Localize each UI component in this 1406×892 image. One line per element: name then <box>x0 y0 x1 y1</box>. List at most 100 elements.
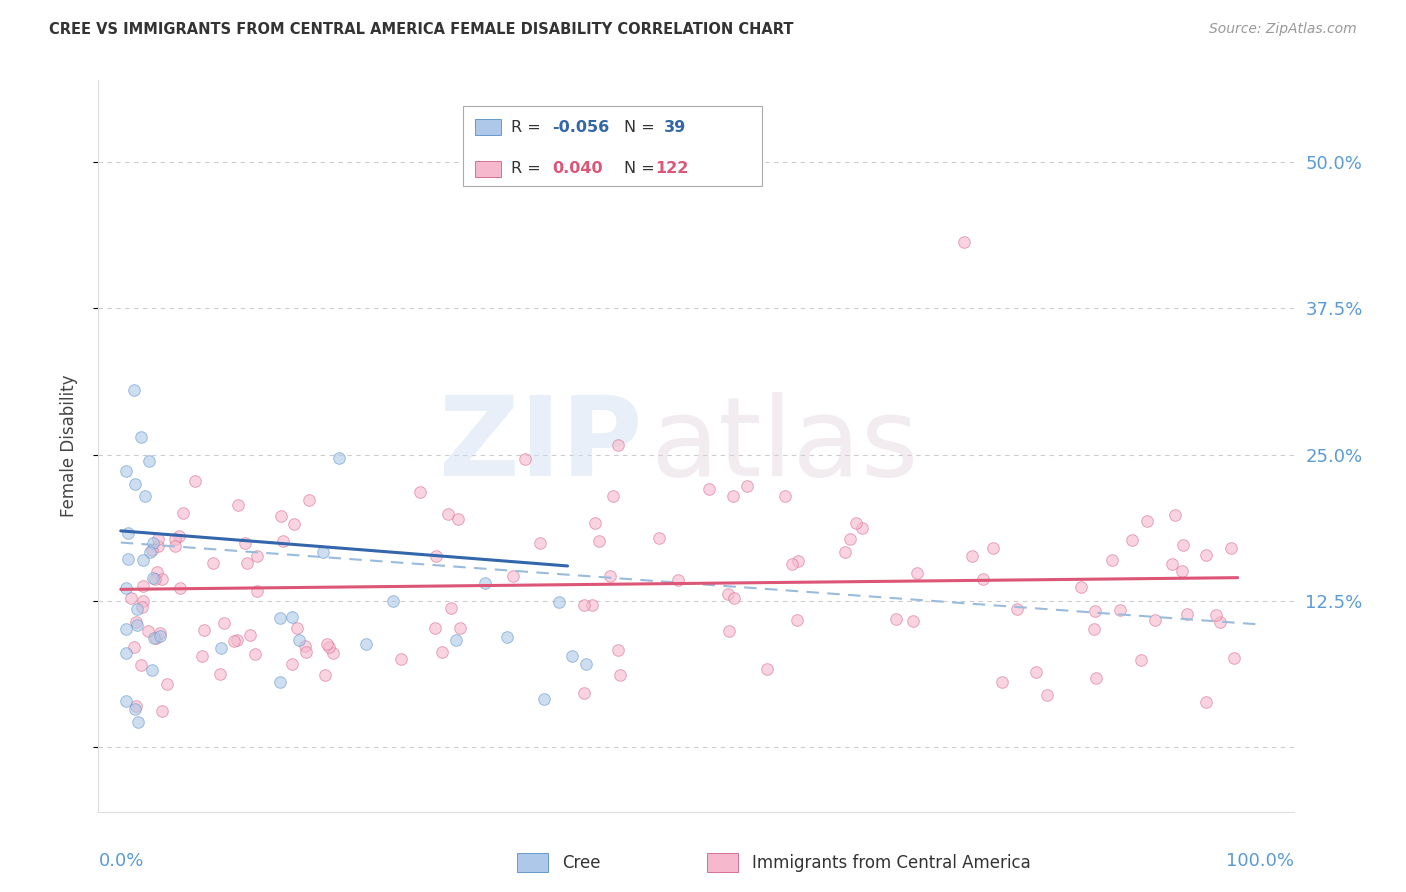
Point <box>271 534 294 549</box>
Point <box>115 582 138 596</box>
Point <box>295 645 318 659</box>
Point <box>148 532 170 546</box>
Point <box>1025 665 1047 679</box>
Point <box>121 591 143 605</box>
Point <box>572 686 595 700</box>
Text: ZIP: ZIP <box>439 392 643 500</box>
Point <box>131 658 153 673</box>
Point <box>328 451 350 466</box>
Point <box>721 489 744 503</box>
Point <box>838 533 860 547</box>
Point <box>184 474 207 488</box>
Point <box>117 552 139 566</box>
Point <box>141 543 163 558</box>
Point <box>115 694 138 708</box>
Point <box>115 646 138 660</box>
Point <box>449 621 471 635</box>
Point <box>834 545 856 559</box>
Point <box>1163 508 1185 522</box>
Point <box>786 613 808 627</box>
Point <box>124 477 146 491</box>
Bar <box>707 853 738 872</box>
Point <box>496 630 519 644</box>
Point <box>117 526 139 541</box>
Point <box>1121 533 1143 547</box>
Point <box>389 652 412 666</box>
Point <box>588 533 610 548</box>
Point <box>165 532 187 546</box>
Point <box>127 618 149 632</box>
Point <box>173 506 195 520</box>
Point <box>145 631 167 645</box>
Point <box>149 629 172 643</box>
Point <box>697 483 720 497</box>
Point <box>288 632 311 647</box>
Point <box>125 615 148 629</box>
Point <box>845 516 868 530</box>
Point <box>233 535 256 549</box>
Text: 122: 122 <box>655 161 689 177</box>
Point <box>131 579 153 593</box>
Point <box>717 587 740 601</box>
Point <box>131 599 153 614</box>
Point <box>1101 553 1123 567</box>
Point <box>124 702 146 716</box>
Point <box>1161 557 1184 571</box>
Point <box>315 636 337 650</box>
Text: -0.056: -0.056 <box>553 120 610 135</box>
Point <box>245 583 267 598</box>
Point <box>561 648 583 663</box>
Point <box>437 508 460 522</box>
Text: 0.040: 0.040 <box>553 161 603 177</box>
Point <box>201 556 224 570</box>
Point <box>208 667 231 681</box>
Point <box>1177 607 1199 621</box>
Text: Immigrants from Central America: Immigrants from Central America <box>752 855 1031 872</box>
Point <box>152 572 174 586</box>
Point <box>953 235 976 249</box>
Point <box>115 464 138 478</box>
Point <box>212 615 235 630</box>
Point <box>1195 695 1218 709</box>
Point <box>269 610 291 624</box>
Point <box>141 663 163 677</box>
Point <box>1136 514 1159 528</box>
Point <box>756 662 779 676</box>
Point <box>124 640 146 655</box>
Point <box>606 438 628 452</box>
Text: Source: ZipAtlas.com: Source: ZipAtlas.com <box>1209 22 1357 37</box>
Point <box>127 601 149 615</box>
Point <box>285 621 308 635</box>
Point <box>239 628 262 642</box>
Point <box>381 594 404 608</box>
Point <box>1005 602 1028 616</box>
Point <box>607 643 630 657</box>
Point <box>243 648 266 662</box>
Point <box>139 545 162 559</box>
Point <box>723 591 745 605</box>
Text: Cree: Cree <box>562 855 600 872</box>
Point <box>156 677 179 691</box>
Point <box>533 692 555 706</box>
Point <box>146 565 169 579</box>
Point <box>581 598 603 612</box>
Point <box>225 632 247 647</box>
Point <box>905 566 928 581</box>
Point <box>142 571 165 585</box>
Point <box>356 637 378 651</box>
Point <box>148 626 170 640</box>
Point <box>224 634 246 648</box>
Point <box>666 574 689 588</box>
Point <box>717 624 740 638</box>
Point <box>134 489 156 503</box>
Text: R =: R = <box>510 161 546 177</box>
Point <box>775 489 797 503</box>
Point <box>280 609 302 624</box>
Point <box>236 556 259 570</box>
Point <box>228 498 250 512</box>
FancyBboxPatch shape <box>475 119 501 135</box>
Point <box>270 508 292 523</box>
Point <box>281 657 304 672</box>
Text: R =: R = <box>510 120 546 135</box>
Point <box>1143 613 1166 627</box>
